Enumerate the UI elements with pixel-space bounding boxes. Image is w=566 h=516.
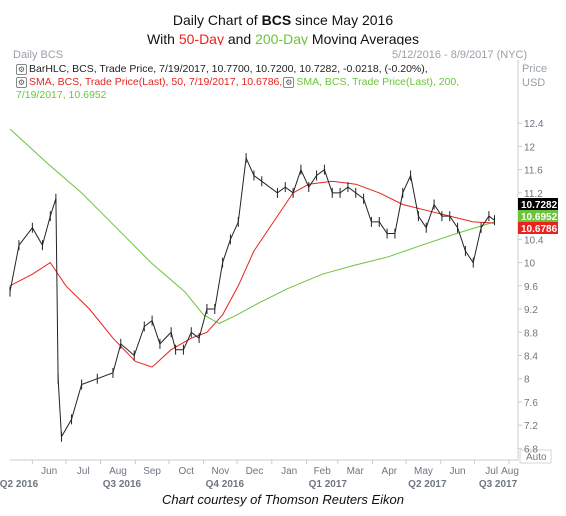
x-quarter-label: Q3 2016	[103, 479, 142, 490]
x-month-label: May	[414, 466, 433, 477]
x-month-label: Mar	[347, 466, 365, 477]
x-month-label: Jan	[281, 466, 297, 477]
x-month-label: Aug	[501, 466, 519, 477]
x-month-label: Jun	[41, 466, 57, 477]
y-tick-label: 12	[524, 142, 536, 153]
subtitle-text-end: Moving Averages	[308, 31, 420, 47]
gear-icon[interactable]: ⚙	[283, 77, 295, 88]
subtitle-and: and	[223, 31, 256, 47]
legend-sma200-text: SMA, BCS, Trade Price(Last), 200,	[296, 76, 460, 88]
date-range: 5/12/2016 - 8/9/2017 (NYC)	[392, 49, 528, 61]
x-quarter-label: Q1 2017	[309, 479, 348, 490]
last-value-tag-sma200	[518, 210, 558, 222]
price-line	[9, 156, 495, 439]
subtitle-200day: 200-Day	[255, 31, 309, 47]
y-tick-label: 12.4	[524, 119, 544, 130]
price-axis-title: Price	[522, 63, 548, 75]
x-quarter-label: Q4 2016	[206, 479, 245, 490]
legend-row-sma200-cont: 7/19/2017, 10.6952	[16, 89, 459, 102]
x-month-label: Dec	[246, 466, 264, 477]
legend-row-price: ⚙ BarHLC, BCS, Trade Price, 7/19/2017, 10…	[16, 63, 459, 76]
chart-subtitle: With 50-Day and 200-Day Moving Averages	[0, 31, 566, 47]
x-month-label: Feb	[314, 466, 332, 477]
y-tick-label: 11.6	[524, 166, 543, 177]
title-text: Daily Chart of	[172, 12, 262, 28]
x-quarter-label: Q2 2016	[0, 479, 39, 490]
x-month-label: Jun	[450, 466, 466, 477]
x-month-label: Jul	[77, 466, 90, 477]
y-tick-label: 10.4	[524, 235, 544, 246]
x-month-label: Aug	[109, 466, 127, 477]
auto-scale-label: Auto	[526, 452, 547, 463]
currency-label: USD	[522, 77, 546, 89]
y-tick-label: 6.8	[524, 444, 538, 455]
y-tick-label: 8	[524, 375, 530, 386]
sma50-line	[9, 180, 495, 368]
x-month-label: Apr	[382, 466, 398, 477]
last-value-label-price: 10.7282	[521, 200, 558, 211]
subtitle-text: With	[146, 31, 179, 47]
legend-sma50-text: SMA, BCS, Trade Price(Last), 50, 7/19/20…	[29, 76, 283, 88]
legend-sma200-value: 7/19/2017, 10.6952	[16, 89, 107, 101]
auto-scale-button[interactable]	[519, 449, 552, 464]
x-month-label: Nov	[211, 466, 229, 477]
chart-title: Daily Chart of BCS since May 2016	[0, 12, 566, 28]
x-month-label: Jul	[485, 466, 498, 477]
panel-name: Daily BCS	[13, 49, 64, 61]
sma200-line	[9, 128, 495, 325]
chart-legend: ⚙ BarHLC, BCS, Trade Price, 7/19/2017, 10…	[16, 63, 459, 102]
y-tick-label: 7.2	[524, 421, 538, 432]
y-tick-label: 9.2	[524, 305, 538, 316]
title-text-end: since May 2016	[291, 12, 394, 28]
gear-icon[interactable]: ⚙	[16, 77, 27, 88]
y-tick-label: 10	[524, 259, 536, 270]
last-value-label-sma50: 10.6786	[521, 224, 558, 235]
y-tick-label: 7.6	[524, 398, 538, 409]
y-tick-label: 8.4	[524, 351, 538, 362]
legend-price-text: BarHLC, BCS, Trade Price, 7/19/2017, 10.…	[29, 63, 428, 75]
subtitle-50day: 50-Day	[178, 31, 224, 47]
last-value-tag-sma50	[518, 222, 558, 234]
y-tick-label: 11.2	[524, 189, 543, 200]
chart-panel	[10, 45, 554, 490]
x-month-label: Sep	[143, 466, 161, 477]
x-quarter-label: Q3 2017	[479, 479, 518, 490]
gear-icon[interactable]: ⚙	[16, 64, 27, 75]
last-value-tag-price	[518, 198, 558, 210]
y-tick-label: 9.6	[524, 282, 538, 293]
x-month-label: Oct	[178, 466, 194, 477]
last-value-label-sma200: 10.6952	[521, 212, 558, 223]
y-tick-label: 8.8	[524, 328, 538, 339]
x-quarter-label: Q2 2017	[408, 479, 447, 490]
chart-credit: Chart courtesy of Thomson Reuters Eikon	[161, 492, 405, 507]
legend-row-sma: ⚙ SMA, BCS, Trade Price(Last), 50, 7/19/2…	[16, 76, 459, 89]
title-ticker: BCS	[261, 12, 292, 28]
